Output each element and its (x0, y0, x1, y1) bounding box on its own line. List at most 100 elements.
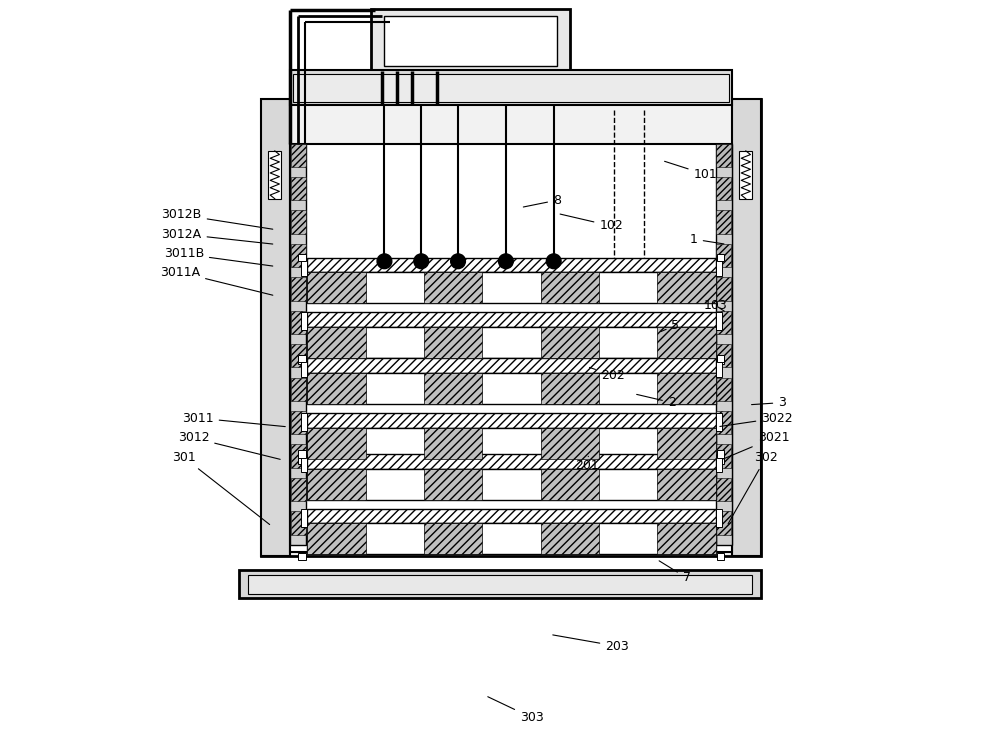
Bar (291, 478, 306, 501)
Text: 3012B: 3012B (161, 208, 273, 229)
Bar (290, 144, 306, 545)
Bar (717, 254, 724, 261)
Text: 3012: 3012 (178, 431, 280, 459)
Bar (291, 378, 306, 401)
Bar (424, 272, 482, 303)
Bar (716, 244, 731, 267)
Bar (261, 99, 290, 556)
Bar (291, 277, 306, 300)
Text: 3011B: 3011B (164, 247, 273, 266)
Bar (307, 469, 366, 500)
Bar (291, 411, 306, 434)
Bar (717, 450, 724, 458)
Bar (307, 358, 716, 373)
Text: 102: 102 (560, 214, 623, 233)
Bar (291, 210, 306, 234)
Bar (716, 144, 731, 167)
Bar (716, 177, 731, 200)
Bar (301, 312, 307, 330)
Text: 2: 2 (637, 394, 676, 409)
Bar (541, 327, 599, 358)
Circle shape (451, 254, 465, 269)
Bar (657, 469, 716, 500)
Bar (298, 553, 306, 560)
Bar (307, 327, 716, 358)
Text: 202: 202 (589, 367, 625, 382)
Bar (261, 99, 761, 556)
Bar (371, 9, 570, 71)
Bar (307, 428, 366, 459)
Bar (298, 355, 306, 362)
Bar (716, 311, 731, 334)
Bar (716, 454, 722, 473)
Bar (732, 99, 761, 556)
Bar (298, 457, 306, 464)
Bar (541, 373, 599, 404)
Bar (291, 177, 306, 200)
Text: 3011A: 3011A (160, 266, 273, 295)
Bar (298, 254, 306, 261)
Bar (307, 523, 366, 554)
Bar (424, 469, 482, 500)
Bar (301, 413, 307, 431)
Bar (739, 151, 752, 199)
Bar (293, 74, 729, 102)
Text: 3: 3 (752, 396, 786, 409)
Bar (716, 312, 722, 330)
Bar (716, 509, 722, 527)
Bar (716, 258, 722, 276)
Text: 301: 301 (172, 451, 270, 525)
Text: 1: 1 (690, 233, 724, 246)
Bar (716, 445, 731, 468)
Bar (717, 457, 724, 464)
Bar (716, 344, 731, 367)
Bar (291, 445, 306, 468)
Text: 3011: 3011 (182, 411, 285, 427)
Circle shape (546, 254, 561, 269)
Bar (298, 356, 306, 364)
Bar (301, 509, 307, 527)
Bar (291, 344, 306, 367)
Text: 101: 101 (665, 161, 717, 181)
Bar (424, 327, 482, 358)
Bar (717, 355, 724, 362)
Bar (716, 210, 731, 234)
Bar (298, 450, 306, 458)
Bar (384, 16, 557, 66)
Text: 201: 201 (575, 456, 599, 473)
Bar (301, 258, 307, 276)
Bar (307, 509, 716, 523)
Bar (424, 373, 482, 404)
Circle shape (414, 254, 429, 269)
Bar (307, 373, 716, 404)
Text: 103: 103 (704, 299, 728, 312)
Bar (307, 373, 366, 404)
Bar (307, 272, 366, 303)
Text: 203: 203 (553, 635, 629, 653)
Bar (307, 272, 716, 303)
Bar (541, 428, 599, 459)
Text: 7: 7 (659, 561, 691, 584)
Bar (716, 411, 731, 434)
Bar (307, 454, 716, 469)
Circle shape (499, 254, 513, 269)
Circle shape (377, 254, 392, 269)
Bar (307, 413, 716, 428)
Bar (290, 144, 732, 552)
Bar (424, 428, 482, 459)
Bar (717, 553, 724, 560)
Bar (657, 523, 716, 554)
Text: 3021: 3021 (723, 431, 789, 459)
Bar (291, 144, 306, 167)
Text: 3012A: 3012A (161, 227, 273, 244)
Bar (657, 327, 716, 358)
Text: 3022: 3022 (720, 411, 793, 426)
Bar (307, 469, 716, 500)
Text: 302: 302 (728, 451, 778, 524)
Bar (290, 70, 732, 105)
Bar (268, 151, 281, 199)
Bar (716, 144, 732, 545)
Bar (301, 454, 307, 473)
Bar (239, 570, 761, 598)
Bar (716, 512, 731, 534)
